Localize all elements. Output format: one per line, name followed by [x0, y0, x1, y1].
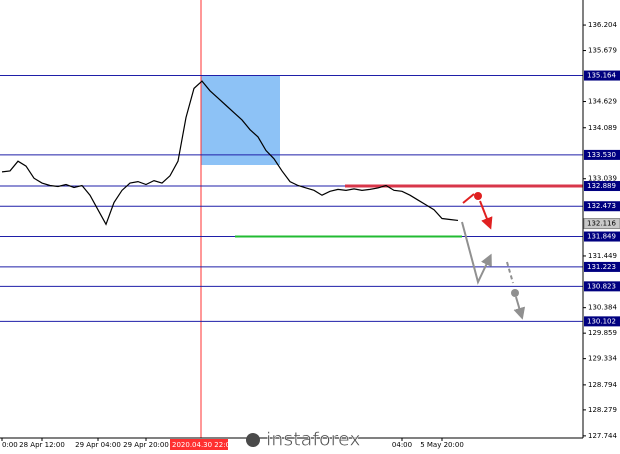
level-label-box — [584, 231, 620, 242]
level-label: 130.102 — [587, 317, 616, 325]
level-label-box — [584, 261, 620, 272]
y-tick-label: 130.384 — [588, 304, 617, 312]
y-tick-label: 131.449 — [588, 252, 617, 260]
last-price-box — [583, 218, 620, 230]
level-label: 132.473 — [587, 202, 616, 210]
x-tick-label: 28 Apr 12:00 — [19, 441, 65, 449]
level-label-box — [584, 70, 620, 81]
level-label: 133.530 — [587, 151, 616, 159]
x-tick-label: 29 Apr 04:00 — [75, 441, 121, 449]
x-tick-label-box — [170, 439, 228, 450]
x-tick-label: 29 Apr 20:00 — [123, 441, 169, 449]
level-label-box — [584, 149, 620, 160]
zone — [201, 75, 280, 165]
level-label-box — [584, 181, 620, 192]
level-label: 135.164 — [587, 72, 616, 80]
level-label-box — [584, 201, 620, 212]
y-tick-label: 133.039 — [588, 175, 617, 183]
arrow — [461, 221, 492, 285]
arrow — [479, 200, 493, 230]
y-tick-label: 134.089 — [588, 124, 617, 132]
arrow-dot — [474, 192, 482, 200]
y-tick-label: 134.629 — [588, 98, 617, 106]
watermark: instaforex — [266, 429, 361, 451]
y-tick-label: 128.279 — [588, 406, 617, 414]
x-tick-label: 0:00 — [2, 441, 18, 449]
level-label: 131.223 — [587, 263, 616, 271]
y-tick-label: 135.679 — [588, 47, 617, 55]
level-label-box — [584, 316, 620, 327]
logo — [246, 433, 260, 447]
level-label-box — [584, 281, 620, 292]
watermark-group: instaforex — [246, 428, 361, 451]
arrow — [506, 261, 514, 284]
arrow — [462, 193, 475, 204]
y-tick-label: 128.794 — [588, 381, 617, 389]
arrow — [513, 296, 526, 320]
x-tick-label: 2020.04.30 22:00 — [172, 441, 234, 449]
level-label: 132.889 — [587, 182, 616, 190]
x-tick-label: 04:00 — [392, 441, 412, 449]
y-tick-label: 129.859 — [588, 329, 617, 337]
y-tick-label: 136.204 — [588, 21, 617, 29]
price-line — [1, 80, 459, 226]
x-tick-label: 5 May 20:00 — [420, 441, 464, 449]
last-price-label: 132.116 — [587, 220, 616, 228]
y-tick-label: 127.744 — [588, 432, 617, 440]
level-label: 130.823 — [587, 282, 616, 290]
level-label: 131.849 — [587, 233, 616, 241]
y-tick-label: 129.334 — [588, 355, 617, 363]
arrow-dot — [511, 289, 519, 297]
